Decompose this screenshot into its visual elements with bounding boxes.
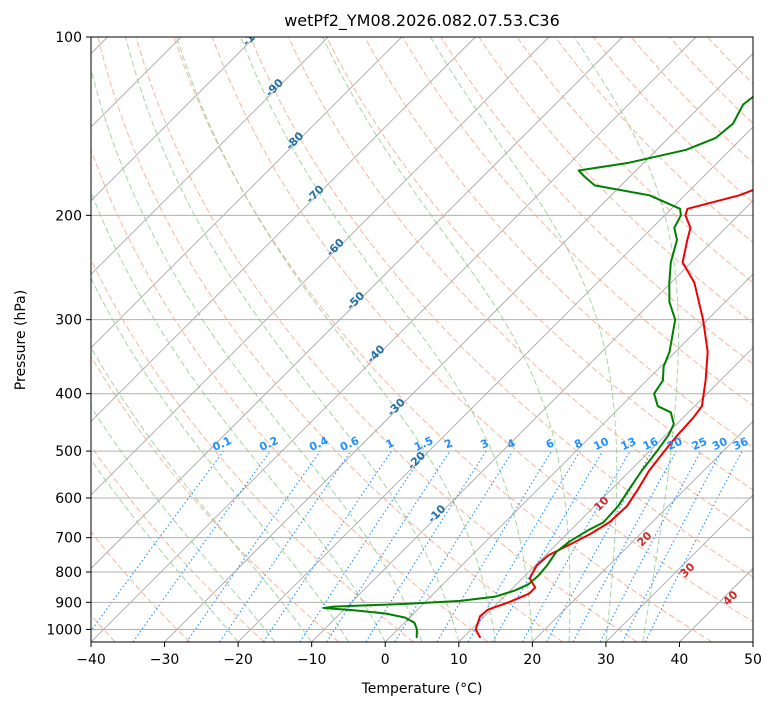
dry-adiabat-line — [211, 37, 753, 623]
isotherm-line — [532, 420, 753, 642]
x-tick-label: −30 — [150, 652, 180, 668]
mixing-ratio-label: 36 — [731, 435, 751, 453]
x-tick-label: 0 — [381, 652, 390, 668]
isotherm-line — [164, 52, 753, 642]
y-tick-label: 200 — [55, 208, 82, 224]
dry-adiabat-line — [173, 37, 713, 642]
isotherm-line — [605, 494, 753, 642]
temperature-line — [474, 189, 753, 639]
y-tick-label: 100 — [55, 30, 82, 46]
isotherm-line — [384, 273, 753, 642]
y-tick-label: 500 — [55, 444, 82, 460]
mixing-ratio-line — [263, 450, 392, 642]
y-tick-label: 700 — [55, 531, 82, 547]
mixing-ratio-line — [219, 450, 352, 642]
y-tick-label: 400 — [55, 387, 82, 403]
dry-adiabat-line — [91, 445, 265, 642]
isotherm-line — [91, 37, 329, 275]
annotation-labels: 0.10.20.40.611.52346810131620253036-100-… — [210, 20, 764, 608]
mixing-ratio-line — [326, 450, 451, 642]
moist-adiabat-line — [91, 190, 386, 642]
x-tick-label: 30 — [597, 652, 615, 668]
moist-adiabat-line — [430, 37, 618, 642]
isotherm-line — [91, 37, 550, 496]
background-lines — [91, 37, 753, 642]
axes: −40 −30 −20 −10 0 10 20 30 40 5010020030040050060… — [46, 30, 762, 668]
profile-series — [322, 95, 753, 639]
dry-adiabat-line — [97, 37, 563, 642]
dry-adiabat-line — [516, 37, 753, 284]
dry-adiabat-line — [440, 37, 753, 365]
mixing-ratio-line — [91, 450, 224, 632]
moist-adiabat-line — [91, 277, 349, 642]
isotherm-line — [237, 126, 753, 642]
isotherm-line — [91, 37, 255, 202]
isotherm-line — [91, 37, 403, 349]
y-tick-label: 800 — [55, 565, 82, 581]
dry-adiabat-line — [91, 258, 414, 642]
mixing-ratio-line — [299, 450, 426, 642]
y-tick-label: 600 — [55, 491, 82, 507]
moist-adiabat-line — [91, 405, 276, 642]
plot-frame — [90, 36, 754, 643]
x-tick-label: 10 — [450, 652, 468, 668]
x-tick-label: 20 — [523, 652, 541, 668]
dry-adiabat-line — [135, 37, 638, 642]
moist-adiabat-line — [176, 37, 497, 642]
isotherm-line — [91, 37, 476, 422]
dry-adiabat-line — [249, 37, 753, 578]
x-tick-label: −20 — [223, 652, 253, 668]
dry-adiabat-line — [326, 37, 753, 491]
mixing-ratio-line — [644, 450, 743, 642]
x-axis-title: Temperature (°C) — [361, 681, 483, 697]
y-axis-title: Pressure (hPa) — [13, 290, 29, 390]
dry-adiabat-line — [91, 148, 489, 642]
moist-adiabat-line — [91, 458, 239, 642]
mixing-ratio-label: 20 — [665, 435, 685, 453]
isotherm-label: -100 — [240, 20, 269, 49]
x-tick-label: −10 — [297, 652, 327, 668]
x-tick-label: −40 — [76, 652, 106, 668]
x-tick-label: 50 — [744, 652, 762, 668]
moist-adiabat-line — [322, 37, 571, 642]
mixing-ratio-line — [572, 450, 677, 642]
y-tick-label: 1000 — [46, 622, 82, 638]
moist-adiabat-line — [125, 37, 460, 642]
y-tick-label: 300 — [55, 313, 82, 329]
mixing-ratio-label: 25 — [690, 435, 709, 453]
mixing-ratio-line — [186, 450, 321, 642]
dry-adiabat-line — [91, 531, 191, 642]
moist-adiabat-line — [240, 37, 533, 642]
x-tick-label: 40 — [671, 652, 689, 668]
mixing-ratio-line — [132, 450, 271, 642]
zero-isotherm-label: 0 — [749, 454, 764, 469]
mixing-ratio-line — [394, 450, 514, 642]
isotherm-line — [91, 37, 623, 570]
mixing-ratio-line — [546, 450, 653, 642]
pressure-gridlines — [91, 37, 753, 630]
isotherm-line — [458, 347, 753, 642]
mixing-ratio-label: 10 — [592, 435, 612, 453]
dry-adiabat-line — [402, 37, 753, 407]
dewpoint-line — [322, 95, 753, 639]
dry-adiabat-line — [287, 37, 753, 534]
mixing-ratio-label: 30 — [710, 435, 730, 453]
dry-adiabat-line — [91, 355, 340, 642]
y-tick-label: 900 — [55, 595, 82, 611]
moist-adiabat-line — [91, 67, 423, 642]
moist-adiabat-line — [91, 346, 313, 642]
mixing-ratio-label: 16 — [641, 435, 661, 453]
chart-title: wetPf2_YM08.2026.082.07.53.C36 — [284, 11, 560, 31]
mixing-ratio-label: 13 — [619, 435, 638, 453]
moist-adiabat-line — [573, 37, 679, 642]
mixing-ratio-line — [522, 450, 631, 642]
